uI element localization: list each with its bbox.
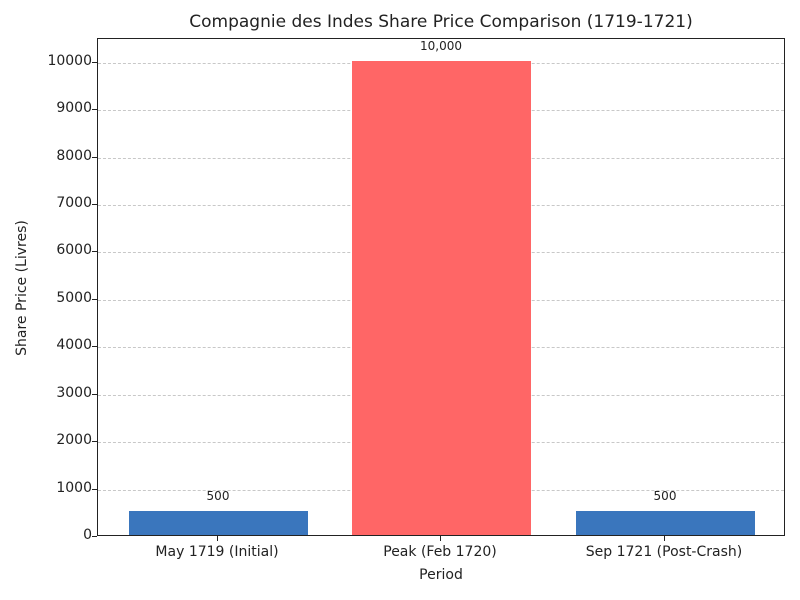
x-tick-label: Peak (Feb 1720) (383, 544, 497, 560)
x-tick-mark (664, 536, 665, 541)
bar-value-label: 500 (653, 489, 677, 504)
x-tick-label: Sep 1721 (Post-Crash) (585, 544, 743, 560)
y-tick-label: 2000 (56, 432, 92, 449)
y-tick-mark (92, 298, 97, 300)
y-tick-label: 0 (83, 527, 92, 543)
y-tick-mark (92, 156, 97, 158)
x-tick-mark (217, 536, 218, 541)
y-tick-label: 8000 (56, 147, 92, 164)
y-tick-mark (92, 251, 97, 253)
y-tick-mark (92, 536, 97, 537)
y-tick-mark (92, 61, 97, 63)
y-tick-label: 10000 (47, 52, 92, 69)
bar-value-label: 10,000 (420, 38, 462, 53)
bar (575, 511, 755, 535)
y-tick-label: 3000 (56, 384, 92, 401)
chart-title: Compagnie des Indes Share Price Comparis… (189, 12, 693, 32)
plot-area: 500 10,000 500 (97, 38, 785, 536)
y-tick-label: 9000 (56, 100, 92, 117)
y-tick-label: 4000 (56, 337, 92, 354)
y-tick-label: 6000 (56, 242, 92, 259)
y-tick-mark (92, 109, 97, 111)
y-tick-label: 1000 (56, 479, 92, 496)
bar-value-label: 500 (206, 489, 230, 504)
y-tick-label: 5000 (56, 289, 92, 306)
y-tick-mark (92, 204, 97, 205)
y-tick-mark (92, 488, 97, 490)
y-tick-label: 7000 (56, 195, 92, 211)
y-tick-mark (92, 346, 97, 348)
bar (351, 60, 531, 535)
x-tick-label: May 1719 (Initial) (155, 544, 279, 560)
y-tick-mark (92, 441, 97, 443)
x-axis-label: Period (419, 567, 463, 583)
x-tick-mark (440, 536, 441, 541)
bar (128, 511, 308, 535)
y-tick-mark (92, 393, 97, 395)
